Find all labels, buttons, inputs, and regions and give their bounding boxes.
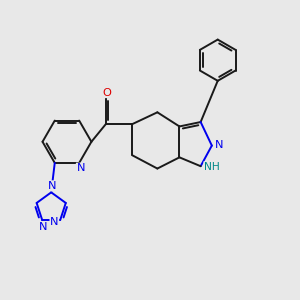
Text: N: N <box>39 221 47 232</box>
Text: O: O <box>102 88 111 98</box>
Text: NH: NH <box>204 162 220 172</box>
Text: N: N <box>50 218 58 227</box>
Text: N: N <box>48 181 56 191</box>
Text: N: N <box>76 163 85 173</box>
Text: N: N <box>215 140 223 150</box>
